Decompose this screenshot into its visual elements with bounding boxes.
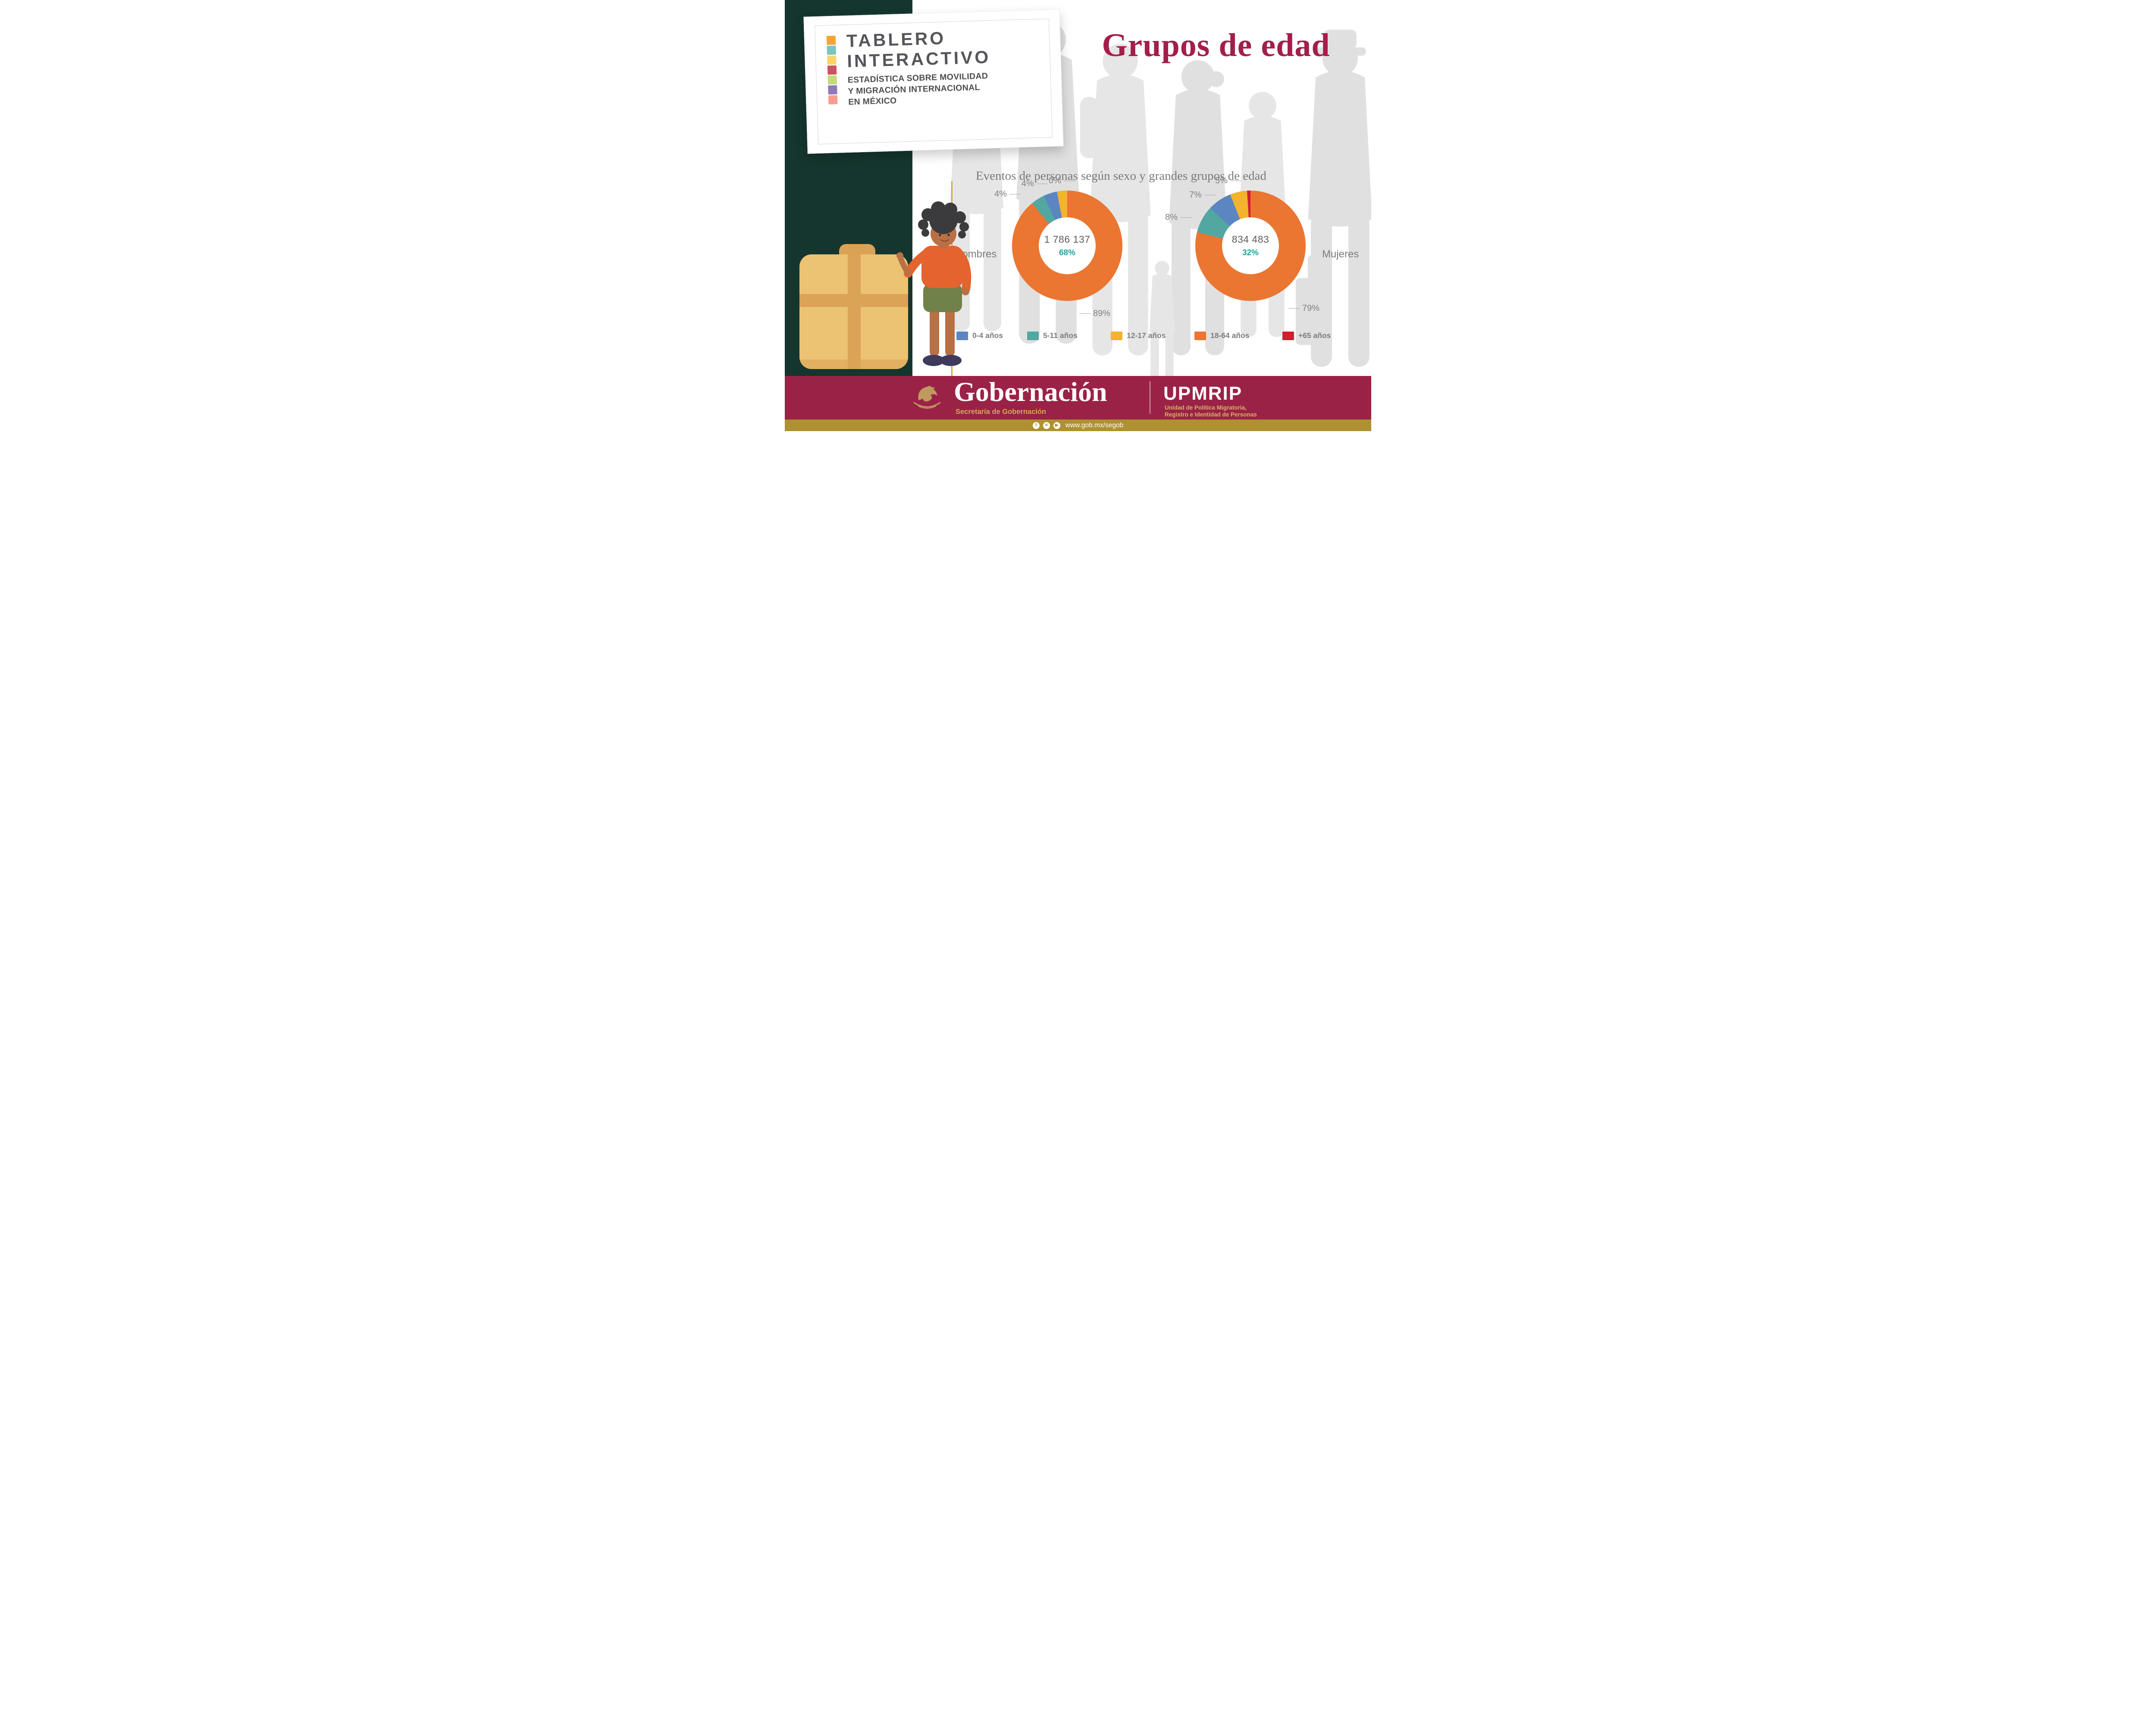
legend-swatch <box>1194 331 1206 340</box>
callout-mujeres-12-17: 5% <box>1215 176 1241 186</box>
callout-hombres-18-64: 89% <box>1079 309 1110 319</box>
donut-hombres-center: 1 786 137 68% <box>1039 217 1096 274</box>
youtube-icon[interactable]: ▶ <box>1053 422 1060 429</box>
legend-item-18-64[interactable]: 18-64 años <box>1194 331 1249 340</box>
legend-item-5-11[interactable]: 5-11 años <box>1027 331 1078 340</box>
suitcase-illustration <box>799 244 908 369</box>
infographic-canvas: Eventos de personas según sexo y grandes… <box>785 0 1371 431</box>
brand-square <box>828 85 837 95</box>
x-icon[interactable]: ✕ <box>1043 422 1050 429</box>
legend-item-0-4[interactable]: 0-4 años <box>956 331 1003 340</box>
donut-mujeres[interactable]: 834 483 32% <box>1195 191 1306 301</box>
chart-title: Eventos de personas según sexo y grandes… <box>975 169 1267 183</box>
callout-hombres-65: 0% <box>1049 176 1075 186</box>
brand-card: TABLERO INTERACTIVO ESTADÍSTICA SOBRE MO… <box>803 9 1064 154</box>
legend-item-65[interactable]: +65 años <box>1282 331 1331 340</box>
brand-square <box>827 55 837 65</box>
callout-mujeres-5-11: 8% <box>1165 213 1191 222</box>
person-silhouette <box>1080 44 1151 356</box>
label-mujeres: Mujeres <box>1322 248 1359 260</box>
footer-band: Gobernación Secretaría de Gobernación UP… <box>785 376 1371 420</box>
total-hombres: 1 786 137 <box>1044 234 1091 245</box>
legend-swatch <box>1027 331 1039 340</box>
upmrip-wordmark: UPMRIP <box>1163 383 1243 404</box>
brand-square <box>826 35 836 45</box>
callout-mujeres-0-4: 7% <box>1189 190 1216 200</box>
legend-swatch <box>956 331 968 340</box>
upmrip-caption-line2: Registro e Identidad de Personas <box>1165 411 1257 418</box>
boy-illustration <box>799 201 971 369</box>
callout-hombres-0-4: 4% <box>1022 179 1048 189</box>
brand-square <box>827 75 837 85</box>
child-silhouette <box>1149 261 1175 376</box>
total-mujeres: 834 483 <box>1232 234 1269 245</box>
legend-item-12-17[interactable]: 12-17 años <box>1111 331 1166 340</box>
share-hombres: 68% <box>1059 248 1076 257</box>
legend-swatch <box>1282 331 1294 340</box>
gobmx-eagle-emblem <box>913 386 941 409</box>
brand-color-squares <box>826 35 838 105</box>
bottom-strip: f ✕ ▶ www.gob.mx/segob <box>785 420 1371 431</box>
brand-square <box>827 65 837 75</box>
callout-mujeres-18-64: 79% <box>1288 304 1319 313</box>
boy-figure <box>896 201 971 366</box>
legend-swatch <box>1111 331 1122 340</box>
brand-square <box>827 45 837 55</box>
callout-hombres-5-11: 4% <box>994 189 1021 199</box>
brand-square <box>828 95 838 105</box>
upmrip-caption-line1: Unidad de Política Migratoria, <box>1165 404 1247 411</box>
share-mujeres: 32% <box>1242 248 1259 257</box>
brand-card-inner: TABLERO INTERACTIVO ESTADÍSTICA SOBRE MO… <box>815 18 1053 145</box>
site-url[interactable]: www.gob.mx/segob <box>1065 421 1124 429</box>
leader-line <box>1079 313 1091 314</box>
gobernacion-wordmark: Gobernación <box>954 376 1107 407</box>
facebook-icon[interactable]: f <box>1032 422 1040 429</box>
leader-line <box>1288 308 1300 309</box>
brand-text: TABLERO INTERACTIVO ESTADÍSTICA SOBRE MO… <box>846 27 992 107</box>
brand-title-line2: INTERACTIVO <box>846 47 991 71</box>
segob-caption: Secretaría de Gobernación <box>956 408 1046 416</box>
page-title: Grupos de edad <box>1102 27 1330 63</box>
leader-line <box>1180 217 1191 218</box>
upmrip-caption: Unidad de Política Migratoria, Registro … <box>1165 404 1257 418</box>
suitcase-silhouette <box>1296 255 1330 345</box>
donut-hombres[interactable]: 1 786 137 68% <box>1012 191 1122 301</box>
donut-mujeres-center: 834 483 32% <box>1222 217 1279 274</box>
